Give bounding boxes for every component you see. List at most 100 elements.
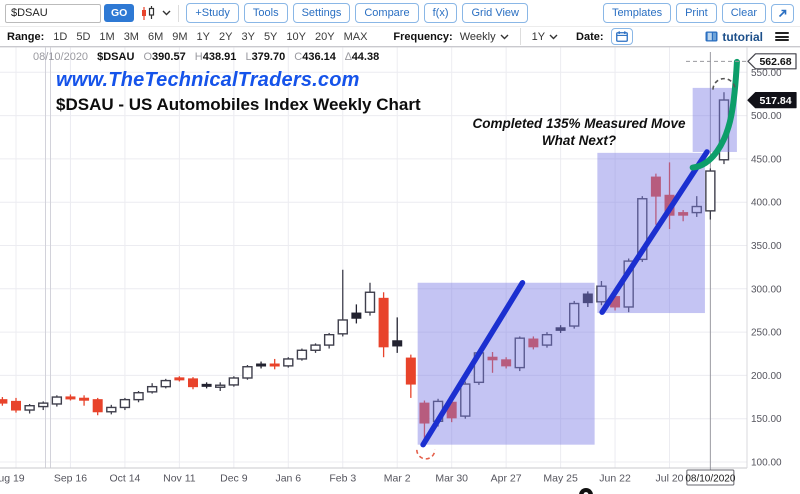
y-tick-label: 200.00	[751, 371, 782, 382]
x-tick-label: Apr 27	[491, 473, 522, 485]
range-5d[interactable]: 5D	[76, 30, 91, 43]
range-max[interactable]: MAX	[343, 30, 368, 43]
candle	[582, 291, 593, 307]
x-tick-label: Mar 30	[435, 473, 468, 485]
range-options: 1D 5D 1M 3M 6M 9M 1Y 2Y 3Y 5Y 10Y 20Y MAX	[44, 31, 367, 43]
range-1y[interactable]: 1Y	[196, 30, 210, 43]
candle	[419, 400, 430, 443]
toolbar-button-clear[interactable]: Clear	[721, 3, 766, 23]
range-9m[interactable]: 9M	[172, 30, 188, 43]
tutorial-link[interactable]: tutorial	[705, 30, 763, 44]
toolbar-button-print[interactable]: Print	[676, 3, 717, 23]
candle	[283, 357, 294, 368]
expand-chart-button[interactable]	[771, 3, 794, 23]
range-1d[interactable]: 1D	[53, 30, 68, 43]
svg-text:562.68: 562.68	[759, 56, 791, 68]
candle	[596, 281, 607, 306]
candle	[487, 352, 498, 373]
top-highlight-arc	[712, 77, 736, 90]
candle	[65, 394, 76, 401]
diagonal-arrow-icon	[778, 9, 787, 17]
range-3m[interactable]: 3M	[123, 30, 139, 43]
y-tick-label: 500.00	[751, 111, 782, 122]
candle	[51, 395, 63, 407]
candle	[323, 332, 335, 349]
toolbar-button-tools[interactable]: Tools	[243, 3, 288, 23]
date-picker-button[interactable]	[610, 28, 633, 45]
tutorial-label: tutorial	[722, 29, 763, 44]
x-tick-label: Dec 9	[220, 473, 248, 485]
toolbar-button-settings[interactable]: Settings	[292, 3, 351, 23]
candle	[501, 357, 512, 369]
info-open: 390.57	[152, 51, 186, 63]
watermark-url: www.TheTechnicalTraders.com	[56, 69, 360, 91]
svg-text:08/10/2020: 08/10/2020	[685, 474, 735, 485]
range-3y[interactable]: 3Y	[241, 30, 255, 43]
toolbar-button-compare[interactable]: Compare	[355, 3, 419, 23]
x-tick-label: Jul 20	[656, 473, 684, 485]
trendline	[420, 279, 526, 448]
candle	[269, 358, 280, 370]
chevron-down-icon	[500, 34, 509, 39]
interval-dropdown[interactable]: 1Y	[532, 31, 558, 43]
menu-icon[interactable]	[775, 32, 789, 41]
video-tutorial-icon	[705, 31, 718, 42]
candle	[38, 401, 49, 411]
candle	[187, 377, 198, 390]
candle	[160, 378, 171, 389]
toolbar-left-buttons: +Study Tools Settings Compare f(x) Grid View	[186, 3, 533, 23]
ohlc-info-bar: 08/10/2020 $DSAU O390.57 H438.91 L379.70…	[33, 51, 380, 63]
range-5y[interactable]: 5Y	[263, 30, 278, 43]
toolbar-button-grid-view[interactable]: Grid View	[462, 3, 528, 23]
x-tick-label: Jun 22	[599, 473, 631, 485]
candle	[541, 332, 553, 348]
y-tick-label: 250.00	[751, 328, 782, 339]
candle	[133, 390, 144, 403]
symbol-input[interactable]	[5, 3, 101, 23]
range-1m[interactable]: 1M	[99, 30, 115, 43]
candlestick-icon	[142, 5, 155, 20]
toolbar-button-f-x[interactable]: f(x)	[423, 3, 458, 23]
x-tick-label: Aug 19	[0, 473, 25, 485]
candle	[242, 365, 253, 380]
bottom-highlight-arc	[416, 449, 436, 460]
target-price-bubble: 562.68	[747, 53, 797, 70]
frequency-dropdown[interactable]: Weekly	[460, 31, 509, 43]
chevron-down-icon	[549, 34, 558, 39]
candle	[392, 317, 403, 353]
chart-title: $DSAU - US Automobiles Index Weekly Char…	[56, 95, 421, 114]
go-button[interactable]: GO	[104, 4, 135, 22]
toolbar-separator	[178, 4, 180, 22]
range-6m[interactable]: 6M	[147, 30, 164, 43]
svg-text:517.84: 517.84	[759, 95, 791, 107]
frequency-label: Frequency:	[393, 30, 453, 43]
candle	[310, 343, 321, 353]
candle	[405, 354, 416, 398]
date-label: Date:	[576, 30, 604, 43]
info-symbol: $DSAU	[97, 51, 135, 63]
chart-type-dropdown[interactable]	[140, 5, 171, 21]
candle	[650, 173, 661, 225]
info-close: 436.14	[302, 51, 336, 63]
range-10y[interactable]: 10Y	[286, 30, 306, 43]
x-tick-label: Sep 16	[54, 473, 87, 485]
range-2y[interactable]: 2Y	[219, 30, 233, 43]
clipped-logo	[579, 488, 593, 494]
candle	[555, 325, 566, 333]
candle	[92, 397, 103, 416]
y-tick-label: 100.00	[751, 458, 782, 469]
projection-arrow	[689, 58, 740, 171]
candle	[678, 209, 689, 222]
y-tick-label: 550.00	[751, 68, 782, 79]
candle	[119, 397, 131, 411]
info-low: 379.70	[251, 51, 286, 63]
calendar-icon	[615, 31, 628, 42]
candle	[106, 404, 117, 415]
measured-move-annotation: Completed 135% Measured Move What Next?	[472, 116, 686, 149]
range-20y[interactable]: 20Y	[314, 30, 335, 43]
toolbar-button-templates[interactable]: Templates	[602, 3, 672, 23]
toolbar-button-study[interactable]: +Study	[186, 3, 239, 23]
